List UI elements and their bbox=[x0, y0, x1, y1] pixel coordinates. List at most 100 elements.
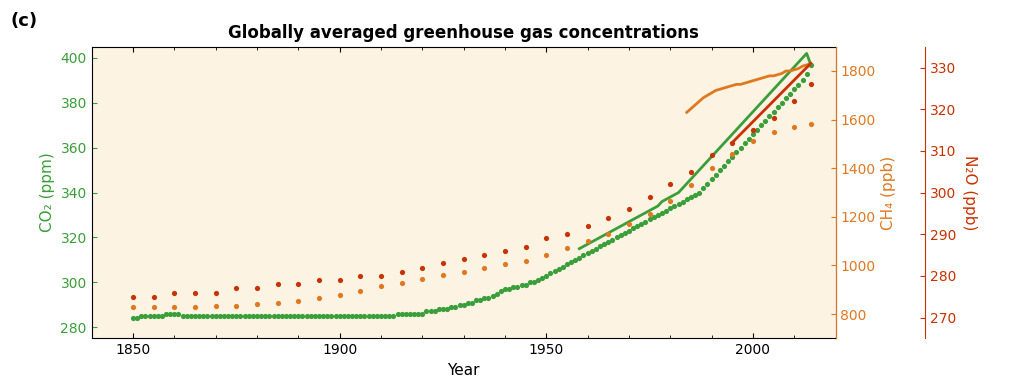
Point bbox=[414, 276, 430, 282]
Point bbox=[616, 230, 633, 236]
Point bbox=[182, 313, 199, 319]
Point bbox=[406, 311, 422, 317]
Point bbox=[146, 304, 162, 310]
Point bbox=[327, 313, 343, 319]
Point bbox=[228, 303, 245, 309]
Point bbox=[311, 295, 327, 301]
Point bbox=[703, 152, 719, 158]
Point bbox=[129, 315, 146, 321]
Y-axis label: CH₄ (ppb): CH₄ (ppb) bbox=[881, 156, 897, 230]
Point bbox=[323, 313, 339, 319]
Point bbox=[580, 223, 596, 229]
Point bbox=[166, 289, 182, 296]
Point bbox=[224, 313, 240, 319]
Point bbox=[621, 228, 637, 234]
Point bbox=[257, 313, 273, 319]
Point bbox=[166, 304, 182, 310]
Point bbox=[658, 207, 675, 214]
Point bbox=[142, 313, 158, 319]
Point bbox=[186, 304, 203, 310]
Point bbox=[492, 288, 508, 294]
Point bbox=[671, 201, 687, 207]
Point bbox=[138, 313, 154, 319]
Point bbox=[641, 211, 657, 217]
Point bbox=[228, 285, 245, 291]
Point bbox=[315, 313, 331, 319]
Point bbox=[331, 313, 347, 319]
Point bbox=[311, 277, 327, 283]
Point bbox=[393, 311, 410, 317]
Point bbox=[212, 313, 228, 319]
Point bbox=[538, 272, 554, 279]
Point bbox=[414, 311, 430, 317]
Point bbox=[637, 219, 653, 225]
Point bbox=[186, 313, 203, 319]
Point bbox=[166, 311, 182, 317]
Point bbox=[538, 235, 554, 242]
Point bbox=[443, 304, 460, 310]
Point bbox=[278, 313, 294, 319]
Point bbox=[641, 194, 657, 200]
Point bbox=[588, 245, 604, 252]
Point bbox=[439, 306, 455, 312]
Point bbox=[261, 313, 277, 319]
Point bbox=[455, 268, 472, 275]
Point bbox=[567, 257, 583, 263]
Point bbox=[497, 248, 514, 254]
Point bbox=[460, 300, 476, 306]
Point bbox=[737, 140, 753, 146]
Point bbox=[484, 293, 500, 299]
Point bbox=[518, 244, 534, 250]
Point bbox=[550, 266, 567, 272]
Point bbox=[725, 151, 741, 157]
Point bbox=[522, 279, 538, 286]
Point bbox=[662, 205, 679, 211]
Point bbox=[393, 269, 410, 275]
Point bbox=[580, 238, 596, 244]
Point bbox=[765, 109, 782, 115]
Point bbox=[240, 313, 257, 319]
Point bbox=[580, 250, 596, 256]
Point bbox=[269, 300, 285, 306]
Point bbox=[518, 258, 534, 264]
Point bbox=[534, 275, 550, 281]
Point bbox=[526, 279, 542, 286]
Point bbox=[725, 139, 741, 145]
Point bbox=[530, 277, 546, 283]
Point bbox=[133, 313, 150, 319]
Point bbox=[725, 154, 741, 160]
Point bbox=[629, 223, 645, 230]
Point bbox=[208, 289, 224, 296]
Point bbox=[353, 288, 369, 294]
Point bbox=[729, 149, 745, 155]
Point bbox=[423, 308, 439, 315]
Point bbox=[683, 168, 699, 175]
Point bbox=[373, 283, 389, 289]
Point bbox=[518, 282, 534, 288]
Point bbox=[803, 81, 819, 87]
Point bbox=[514, 282, 530, 288]
Point bbox=[154, 313, 170, 319]
Point bbox=[451, 301, 468, 308]
Y-axis label: N₂O (ppb): N₂O (ppb) bbox=[962, 155, 977, 230]
Point bbox=[538, 251, 554, 258]
Point bbox=[497, 261, 514, 267]
Point bbox=[274, 313, 290, 319]
Point bbox=[220, 313, 236, 319]
Point bbox=[319, 313, 335, 319]
Point bbox=[381, 313, 397, 319]
Point bbox=[480, 295, 496, 301]
Point bbox=[501, 286, 518, 292]
Point bbox=[245, 313, 261, 319]
Point bbox=[299, 313, 315, 319]
Point bbox=[715, 163, 732, 169]
Point bbox=[162, 311, 178, 317]
Point bbox=[510, 284, 526, 290]
Point bbox=[369, 313, 385, 319]
Point bbox=[600, 214, 616, 221]
Point bbox=[269, 313, 285, 319]
Point bbox=[621, 221, 637, 227]
Point bbox=[769, 104, 786, 110]
Point bbox=[125, 294, 142, 300]
Point bbox=[216, 313, 232, 319]
